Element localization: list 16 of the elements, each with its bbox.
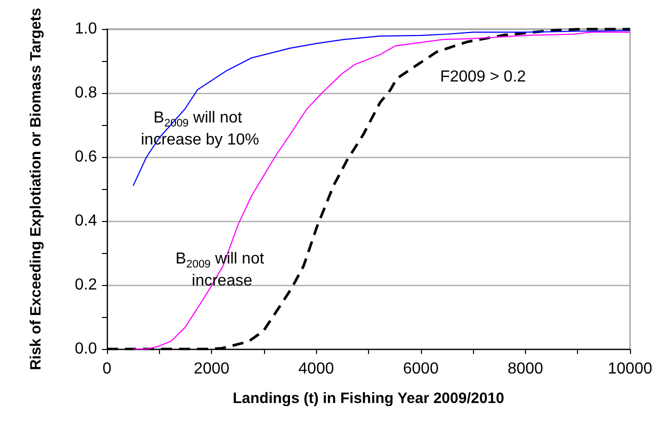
- y-tick-label: 1.0: [74, 20, 98, 38]
- x-tick-label: 6000: [403, 360, 439, 378]
- x-tick-label: 8000: [508, 360, 544, 378]
- y-tick-label: 0.2: [74, 276, 98, 294]
- line-series: [132, 30, 631, 186]
- y-tick-label: 0.6: [74, 148, 98, 166]
- y-axis-title: Risk of Exceeding Explotiation or Biomass Targets: [28, 8, 44, 370]
- x-tick-label: 2000: [194, 360, 230, 378]
- x-tick-label: 4000: [298, 360, 334, 378]
- y-tick-label: 0.0: [74, 340, 98, 358]
- annotation: F2009 > 0.2: [440, 68, 526, 86]
- y-tick-label: 0.4: [74, 212, 98, 230]
- x-tick-label: 10000: [608, 360, 652, 378]
- y-tick-label: 0.8: [74, 84, 98, 102]
- x-tick-label: 0: [102, 360, 112, 378]
- x-axis-title: Landings (t) in Fishing Year 2009/2010: [232, 390, 504, 407]
